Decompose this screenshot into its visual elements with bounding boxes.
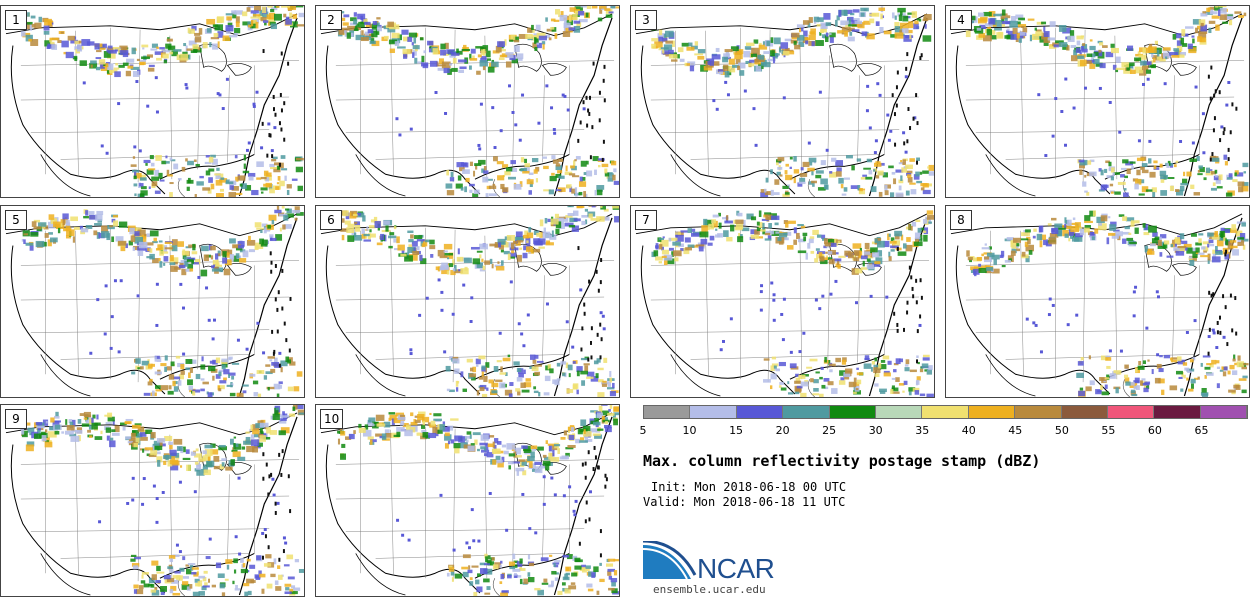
ensemble-member-map: 1 xyxy=(0,5,305,198)
ensemble-member-map: 4 xyxy=(945,5,1250,198)
colorbar-ticks: 5 10 15 20 25 30 35 40 45 50 55 60 65 xyxy=(639,424,1248,438)
ensemble-member-map: 8 xyxy=(945,205,1250,398)
colorbar-swatch xyxy=(783,406,830,418)
colorbar-swatch xyxy=(1200,406,1248,418)
ensemble-member-map: 10 xyxy=(315,404,620,597)
colorbar-tick-label: 5 xyxy=(639,424,647,437)
colorbar-swatch xyxy=(1154,406,1201,418)
ensemble-member-map: 7 xyxy=(630,205,935,398)
member-label: 9 xyxy=(5,409,27,429)
colorbar-swatch xyxy=(644,406,691,418)
colorbar-tick-label: 40 xyxy=(961,424,976,437)
colorbar-swatch xyxy=(1015,406,1062,418)
ncar-logo xyxy=(643,541,697,580)
member-label: 3 xyxy=(635,10,657,30)
valid-time: Valid: Mon 2018-06-18 11 UTC xyxy=(643,495,846,509)
colorbar-swatch xyxy=(829,406,876,418)
member-label: 8 xyxy=(950,210,972,230)
colorbar-tick-label: 65 xyxy=(1194,424,1209,437)
colorbar-swatch xyxy=(736,406,784,418)
colorbar-swatch xyxy=(922,406,969,418)
ensemble-member-map: 6 xyxy=(315,205,620,398)
colorbar-tick-label: 10 xyxy=(682,424,697,437)
ncar-logo-text: NCAR xyxy=(697,553,775,584)
member-label: 6 xyxy=(320,210,342,230)
colorbar-swatch xyxy=(1061,406,1108,418)
figure-title: Max. column reflectivity postage stamp (… xyxy=(643,452,1041,470)
ensemble-url: ensemble.ucar.edu xyxy=(653,583,766,596)
colorbar-swatch xyxy=(690,406,737,418)
member-label: 5 xyxy=(5,210,27,230)
colorbar-tick-label: 35 xyxy=(915,424,930,437)
colorbar-tick-label: 25 xyxy=(822,424,837,437)
colorbar-swatch xyxy=(1107,406,1155,418)
member-label: 2 xyxy=(320,10,342,30)
colorbar-tick-label: 50 xyxy=(1054,424,1069,437)
colorbar-swatch xyxy=(875,406,923,418)
ensemble-member-map: 2 xyxy=(315,5,620,198)
colorbar-tick-label: 20 xyxy=(775,424,790,437)
reflectivity-colorbar xyxy=(643,405,1248,419)
colorbar-tick-label: 15 xyxy=(729,424,744,437)
colorbar-tick-label: 45 xyxy=(1008,424,1023,437)
ensemble-member-map: 9 xyxy=(0,404,305,597)
member-label: 4 xyxy=(950,10,972,30)
member-label: 7 xyxy=(635,210,657,230)
member-label: 1 xyxy=(5,10,27,30)
init-time: Init: Mon 2018-06-18 00 UTC xyxy=(651,480,847,494)
ensemble-member-map: 3 xyxy=(630,5,935,198)
ensemble-member-map: 5 xyxy=(0,205,305,398)
member-label: 10 xyxy=(320,409,344,429)
colorbar-tick-label: 55 xyxy=(1101,424,1116,437)
colorbar-swatch xyxy=(968,406,1016,418)
colorbar-tick-label: 30 xyxy=(868,424,883,437)
colorbar-tick-label: 60 xyxy=(1147,424,1162,437)
